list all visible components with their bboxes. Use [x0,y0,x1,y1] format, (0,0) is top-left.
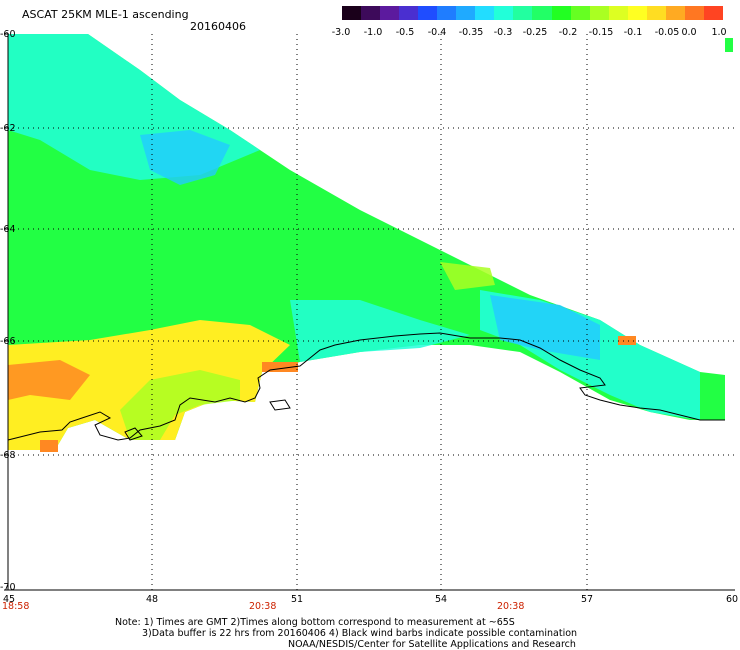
coastline-island-2 [124,427,143,441]
data-region-blue [140,130,230,185]
time-label: 18:58 [2,601,29,612]
data-region-lime-2 [440,262,495,290]
colorbar-tick-label: -1.0 [363,27,383,38]
colorbar-tick-label: -0.05 [654,27,680,38]
data-region-blue-east [490,295,600,360]
colorbar-tick-label: -3.0 [331,27,351,38]
colorbar-swatch [684,6,704,20]
colorbar-swatch [608,6,628,20]
colorbar-tick-label: -0.4 [427,27,447,38]
colorbar-swatch [456,6,476,20]
lat-label: -66 [0,336,16,347]
colorbar-swatch [494,6,514,20]
colorbar-swatch [589,6,609,20]
lon-label: 48 [146,594,158,605]
colorbar-tick-label: -0.25 [522,27,548,38]
lat-label: -70 [0,582,16,593]
note-line-2: 3)Data buffer is 22 hrs from 20160406 4)… [142,628,578,639]
colorbar-swatch [475,6,495,20]
colorbar-tick-label: 0.0 [681,27,697,38]
chart-date: 20160406 [190,20,246,33]
data-region-cyan-mid [290,300,470,362]
colorbar-tick-label: -0.5 [395,27,415,38]
colorbar-swatch [646,6,666,20]
colorbar-tick-label: -0.2 [558,27,578,38]
colorbar-swatch [342,6,362,20]
grid [8,34,735,590]
data-field [8,34,725,452]
colorbar-tick-label: -0.3 [493,27,513,38]
colorbar-tick-label: -0.35 [458,27,484,38]
note-line-1: Note: 1) Times are GMT 2)Times along bot… [115,617,515,628]
colorbar-swatch [665,6,685,20]
lon-label: 60 [726,594,738,605]
colorbar [342,6,723,20]
axis-frame [4,33,735,591]
lon-label: 45 [3,594,15,605]
lat-label: -64 [0,224,16,235]
data-patch-topright [725,38,733,52]
colorbar-swatch [399,6,419,20]
coastline-island-1 [269,399,291,411]
time-label: 20:38 [497,601,524,612]
credit-line: NOAA/NESDIS/Center for Satellite Applica… [288,639,576,650]
colorbar-swatch [513,6,533,20]
colorbar-tick-label: 1.0 [711,27,727,38]
colorbar-swatch [437,6,457,20]
colorbar-swatch [532,6,552,20]
lon-label: 51 [291,594,303,605]
lat-label: -60 [0,29,16,40]
colorbar-swatch [703,6,723,20]
colorbar-swatch [627,6,647,20]
lon-label: 54 [435,594,447,605]
lat-label: -62 [0,123,16,134]
colorbar-swatch [361,6,381,20]
colorbar-labels: -3.0 -1.0 -0.5 -0.4 -0.35 -0.3 -0.25 -0.… [331,27,735,39]
data-region-orange [8,360,90,400]
lat-label: -68 [0,450,16,461]
colorbar-swatch [570,6,590,20]
lon-label: 57 [581,594,593,605]
data-region-orange-3 [618,336,636,345]
colorbar-tick-label: -0.1 [623,27,643,38]
colorbar-swatch [551,6,571,20]
colorbar-tick-label: -0.15 [588,27,614,38]
coastline-west [7,332,725,441]
chart-title: ASCAT 25KM MLE-1 ascending [22,8,189,21]
colorbar-swatch [418,6,438,20]
colorbar-swatch [380,6,400,20]
time-label: 20:38 [249,601,276,612]
data-region-orange-4 [40,440,58,452]
